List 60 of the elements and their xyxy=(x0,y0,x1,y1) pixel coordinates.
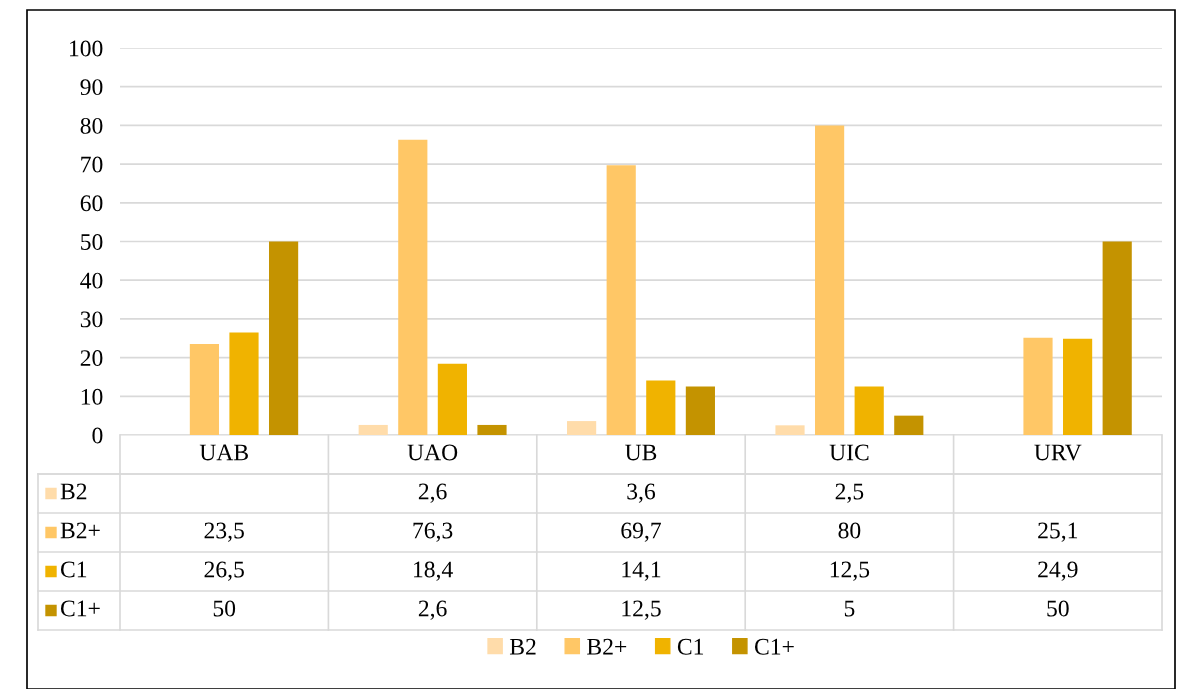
legend-label: B2+ xyxy=(60,522,100,539)
y-tick-label: 0 xyxy=(92,427,103,444)
data-label: 50 xyxy=(213,600,236,617)
legend-label: C1+ xyxy=(754,638,794,655)
data-label: 23,5 xyxy=(204,522,244,542)
y-tick-label: 80 xyxy=(80,117,103,134)
bar xyxy=(229,332,259,435)
text: C1+ xyxy=(60,600,100,617)
bar xyxy=(477,424,507,435)
bar xyxy=(894,415,924,435)
data-label: 3,6 xyxy=(627,483,656,503)
text: C1 xyxy=(677,638,704,655)
x-tick-label: UAB xyxy=(199,444,248,461)
bar xyxy=(1063,338,1093,435)
y-tick-label: 10 xyxy=(81,388,103,405)
bar xyxy=(646,380,676,435)
text: B2+ xyxy=(587,638,627,655)
data-label: 26,5 xyxy=(204,561,244,581)
y-tick-label: 40 xyxy=(80,272,103,289)
data-label: 2,6 xyxy=(418,600,447,620)
bar xyxy=(398,139,428,435)
bar xyxy=(775,425,805,435)
legend-label: B2 xyxy=(509,638,536,655)
data-label: 5 xyxy=(844,600,855,617)
legend-label: C1 xyxy=(60,561,87,578)
data-label: 12,5 xyxy=(622,600,661,620)
y-tick-label: 60 xyxy=(80,195,103,212)
bar xyxy=(567,421,597,435)
y-tick-label: 50 xyxy=(81,233,103,250)
bar xyxy=(606,165,636,435)
y-tick-label: 20 xyxy=(80,350,103,367)
data-label: 2,5 xyxy=(835,483,864,503)
data-label: 76,3 xyxy=(413,522,453,542)
data-label: 25,1 xyxy=(1038,522,1078,542)
y-tick-label: 70 xyxy=(81,156,103,173)
y-tick-label: 100 xyxy=(69,40,103,57)
bar xyxy=(685,386,715,435)
x-tick-label: UB xyxy=(625,444,657,461)
bar xyxy=(1023,337,1053,435)
data-label: 69,7 xyxy=(621,522,661,542)
bar xyxy=(1102,241,1132,435)
data-label: 50 xyxy=(1047,600,1069,617)
bar xyxy=(269,241,299,435)
data-label: 14,1 xyxy=(622,561,661,581)
y-tick-label: 30 xyxy=(80,311,103,328)
bar xyxy=(854,386,884,435)
x-tick-label: UIC xyxy=(829,444,869,461)
bar xyxy=(358,424,388,435)
data-label: 18,4 xyxy=(414,561,453,581)
data-label: 2,6 xyxy=(418,483,447,503)
x-tick-label: URV xyxy=(1034,444,1082,461)
data-label: 12,5 xyxy=(830,561,870,581)
text: B2 xyxy=(60,483,87,500)
data-label: 80 xyxy=(838,522,861,539)
bar xyxy=(815,125,845,435)
y-tick-label: 90 xyxy=(80,79,103,96)
data-label: 24,9 xyxy=(1038,561,1078,581)
bar xyxy=(189,344,219,435)
bar xyxy=(437,363,467,435)
x-tick-label: UAO xyxy=(407,444,458,461)
